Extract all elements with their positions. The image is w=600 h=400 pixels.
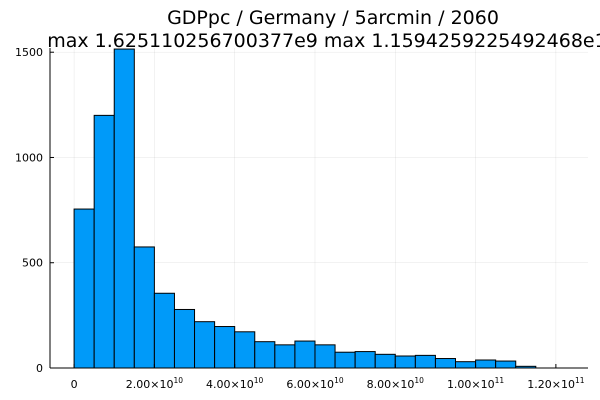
x-tick-exponent: 10	[254, 376, 264, 385]
histogram-bar	[475, 359, 497, 369]
histogram-bar	[414, 354, 436, 369]
histogram-bar	[334, 351, 356, 369]
histogram-bar	[214, 326, 236, 369]
x-tick-label: 4.00×1010	[206, 376, 263, 391]
x-tick-label: 2.00×1010	[126, 376, 183, 391]
x-tick-exponent: 10	[334, 376, 344, 385]
x-tick-exponent: 10	[173, 376, 183, 385]
x-tick-exponent: 11	[575, 376, 585, 385]
x-tick-label: 8.00×1010	[367, 376, 424, 391]
x-tick-mantissa: 0	[71, 378, 78, 391]
histogram-bar	[374, 353, 396, 369]
chart-subtitle: max 1.625110256700377e9 max 1.1594259225…	[47, 30, 600, 52]
histogram-bar	[73, 208, 95, 369]
histogram-bar	[254, 341, 276, 369]
x-tick-mantissa: 4.00×10	[206, 378, 254, 391]
x-tick-label: 6.00×1010	[286, 376, 343, 391]
histogram-bars	[73, 48, 537, 369]
histogram-bar	[194, 321, 216, 369]
chart-title: GDPpc / Germany / 5arcmin / 2060	[167, 7, 499, 29]
x-tick-mantissa: 1.20×10	[527, 378, 575, 391]
histogram-bar	[133, 246, 155, 369]
histogram-bar	[113, 48, 135, 369]
x-tick-mantissa: 8.00×10	[367, 378, 415, 391]
axes	[49, 48, 588, 369]
histogram-bar	[434, 358, 457, 369]
histogram-bar	[455, 361, 477, 369]
y-tick-label: 1000	[15, 151, 43, 164]
x-tick-exponent: 11	[495, 376, 505, 385]
x-tick-mantissa: 2.00×10	[126, 378, 174, 391]
y-tick-label: 0	[36, 362, 43, 375]
histogram-bar	[294, 340, 316, 369]
y-axis-ticks: 0 500 1000 1500	[15, 46, 54, 375]
x-tick-mantissa: 1.00×10	[447, 378, 495, 391]
histogram-bar	[93, 114, 115, 369]
histogram-bar	[495, 360, 517, 369]
x-tick-exponent: 10	[414, 376, 424, 385]
y-tick-label: 500	[22, 257, 43, 270]
histogram-bar	[173, 308, 196, 369]
histogram-bar	[314, 344, 336, 369]
histogram-bar	[354, 351, 376, 369]
x-tick-label: 0	[71, 378, 78, 391]
x-axis-ticks: 0 2.00×1010 4.00×1010 6.00×1010 8.00×1010 1.0…	[71, 364, 585, 391]
histogram-bar	[394, 355, 416, 369]
y-tick-label: 1500	[15, 46, 43, 59]
histogram-bar	[274, 344, 296, 369]
histogram-bar	[234, 331, 256, 369]
histogram-bar	[153, 292, 175, 369]
x-tick-mantissa: 6.00×10	[286, 378, 334, 391]
x-tick-label: 1.00×1011	[447, 376, 504, 391]
x-tick-label: 1.20×1011	[527, 376, 584, 391]
